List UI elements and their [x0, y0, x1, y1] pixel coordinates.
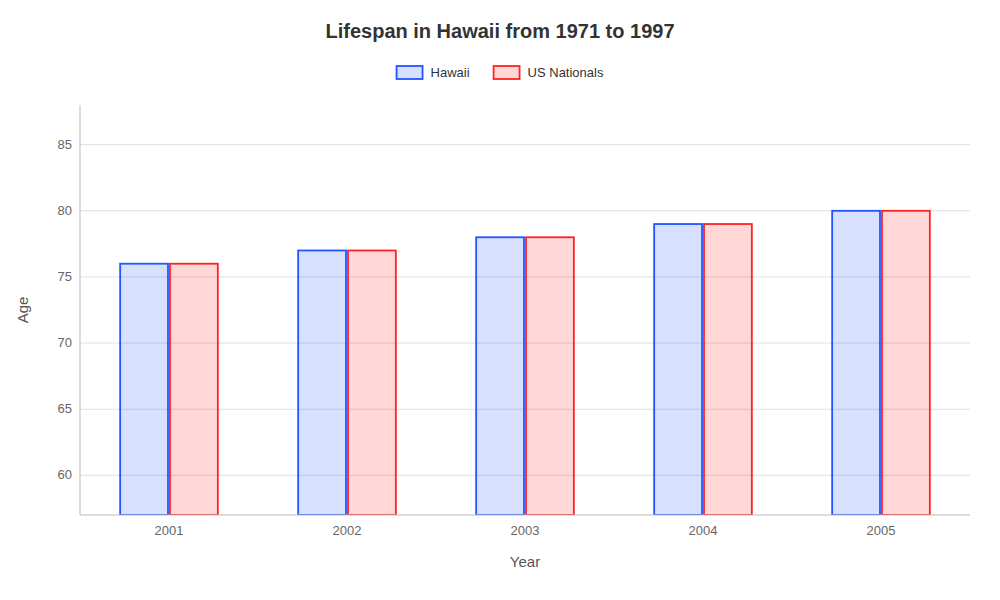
- x-tick-label: 2002: [333, 523, 362, 538]
- y-axis: 60 65 70 75 80 85: [58, 137, 72, 483]
- y-tick-label: 85: [58, 137, 72, 152]
- bar: [654, 224, 702, 515]
- y-tick-label: 70: [58, 335, 72, 350]
- bar: [348, 250, 396, 515]
- title: Lifespan in Hawaii from 1971 to 1997: [325, 20, 674, 42]
- bar: [526, 237, 574, 515]
- y-axis-line: [80, 105, 81, 515]
- y-axis-label: Age: [14, 297, 31, 324]
- bar: [476, 237, 524, 515]
- y-tick-label: 80: [58, 203, 72, 218]
- x-axis-line: [80, 515, 970, 516]
- background: [0, 0, 1000, 600]
- bars: [120, 211, 930, 515]
- bar: [120, 264, 168, 515]
- grid-line: [80, 144, 970, 145]
- legend-item: Hawaii: [397, 65, 470, 80]
- legend-swatch: [397, 66, 423, 79]
- bar: [704, 224, 752, 515]
- bar: [832, 211, 880, 515]
- y-tick-label: 60: [58, 467, 72, 482]
- x-tick-label: 2005: [867, 523, 896, 538]
- legend-swatch: [494, 66, 520, 79]
- bar: [882, 211, 930, 515]
- legend-item: US Nationals: [494, 65, 604, 80]
- x-tick-label: 2001: [155, 523, 184, 538]
- x-tick-label: 2003: [511, 523, 540, 538]
- bar: [298, 250, 346, 515]
- x-axis: 2001 2002 2003 2004 2005: [155, 523, 896, 538]
- y-tick-label: 65: [58, 401, 72, 416]
- y-tick-label: 75: [58, 269, 72, 284]
- chart-svg: Lifespan in Hawaii from 1971 to 1997 60 65…: [0, 0, 1000, 600]
- x-tick-label: 2004: [689, 523, 718, 538]
- legend-label: Hawaii: [431, 65, 470, 80]
- legend: Hawaii US Nationals: [397, 65, 604, 80]
- chart-container: Lifespan in Hawaii from 1971 to 1997 60 65…: [0, 0, 1000, 600]
- bar: [170, 264, 218, 515]
- x-axis-label: Year: [510, 553, 540, 570]
- legend-label: US Nationals: [528, 65, 604, 80]
